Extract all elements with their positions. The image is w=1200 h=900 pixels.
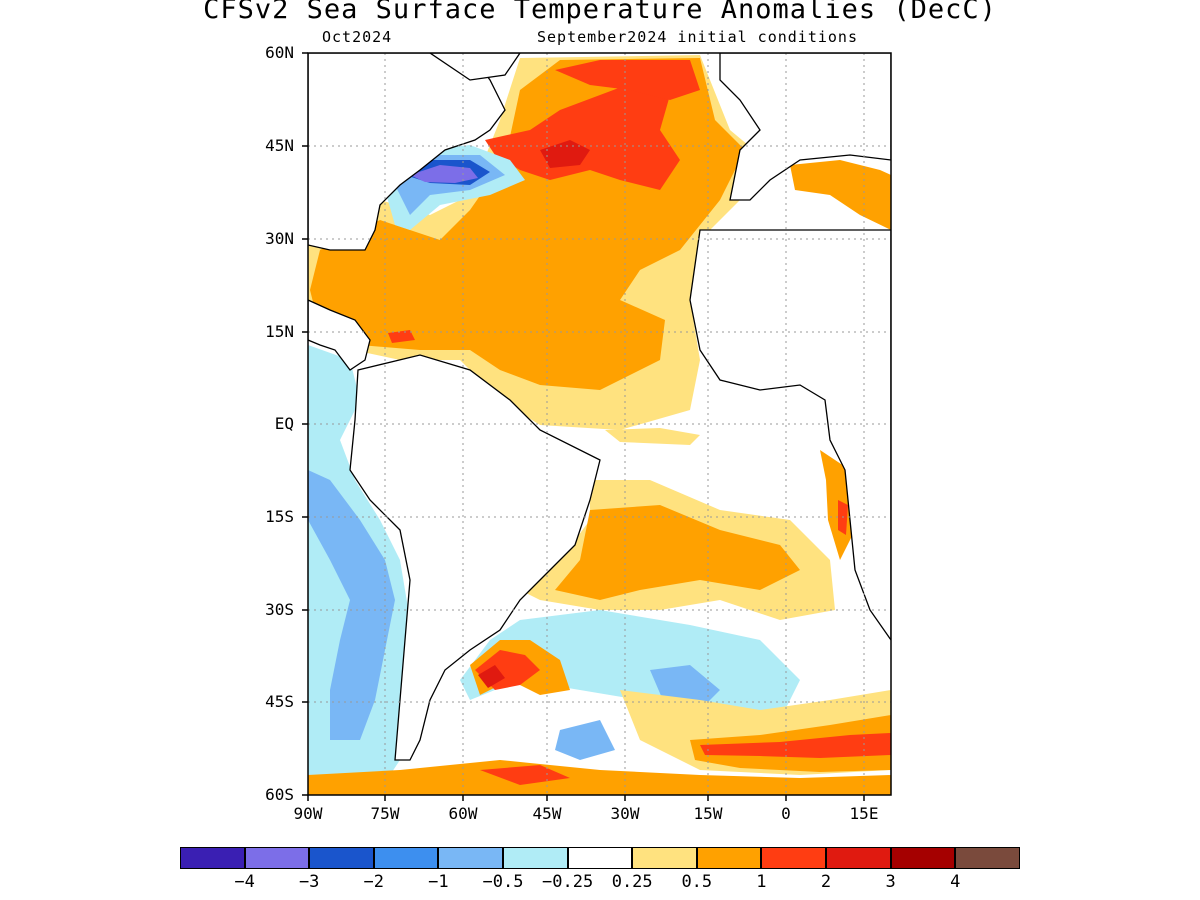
lat-label: EQ bbox=[274, 414, 294, 433]
lon-label: 0 bbox=[781, 804, 791, 823]
lat-label: 60S bbox=[265, 785, 294, 804]
colorbar-swatch bbox=[761, 847, 826, 869]
lon-label: 45W bbox=[532, 804, 562, 823]
warm-region-caribbean bbox=[388, 330, 415, 343]
lon-label: 30W bbox=[610, 804, 640, 823]
cold-patch-northwest-deep bbox=[410, 165, 478, 183]
lon-label: 15E bbox=[849, 804, 879, 823]
colorbar-label: −1 bbox=[428, 872, 449, 892]
colorbar-label: 1 bbox=[756, 872, 767, 892]
forecast-month: Oct2024 bbox=[322, 28, 393, 46]
grid-lines bbox=[308, 53, 891, 795]
colorbar-swatch bbox=[309, 847, 374, 869]
lon-label: 60W bbox=[448, 804, 478, 823]
colorbar-label: 3 bbox=[885, 872, 896, 892]
land-north-america bbox=[308, 53, 506, 251]
colorbar-swatch bbox=[244, 847, 310, 869]
colorbar-swatch bbox=[373, 847, 439, 869]
lat-label: 45S bbox=[265, 692, 294, 711]
colorbar-label: −4 bbox=[234, 872, 255, 892]
colorbar-swatch bbox=[696, 847, 762, 869]
warm-eddy-deep bbox=[478, 665, 505, 688]
lon-label: 15W bbox=[693, 804, 723, 823]
colorbar-swatch bbox=[826, 847, 891, 869]
lat-label: 45N bbox=[265, 136, 294, 155]
land-greenland-tip bbox=[428, 53, 521, 81]
warm-band-southern-ocean-core bbox=[700, 733, 891, 758]
lat-label: 15N bbox=[265, 322, 294, 341]
colorbar-swatch bbox=[890, 847, 956, 869]
lon-label: 90W bbox=[293, 804, 323, 823]
colorbar-label: 0.5 bbox=[681, 872, 713, 892]
colorbar-label: −0.5 bbox=[482, 872, 524, 892]
initial-conditions: September2024 initial conditions bbox=[537, 28, 858, 46]
warm-region-equatorial bbox=[605, 428, 700, 445]
cold-region-south-atlantic-2 bbox=[555, 720, 615, 760]
warm-region-mediterranean bbox=[790, 160, 891, 230]
colorbar-label: −0.25 bbox=[542, 872, 594, 892]
colorbar-swatch bbox=[180, 847, 245, 869]
lat-label: 60N bbox=[265, 43, 294, 62]
warm-core-north-2 bbox=[555, 60, 700, 100]
lat-label: 30S bbox=[265, 600, 294, 619]
colorbar-label: −2 bbox=[363, 872, 385, 892]
anomaly-field bbox=[308, 53, 891, 795]
map-title: CFSv2 Sea Surface Temperature Anomalies … bbox=[203, 0, 997, 25]
colorbar-swatch bbox=[438, 847, 503, 869]
colorbar-swatch bbox=[955, 847, 1020, 869]
lat-label: 15S bbox=[265, 507, 294, 526]
colorbar-label: −3 bbox=[298, 872, 320, 892]
colorbar-label: 2 bbox=[820, 872, 832, 892]
colorbar-swatch bbox=[503, 847, 568, 869]
warm-region-south-atlantic-orange bbox=[555, 505, 800, 600]
warm-core-north-dark bbox=[540, 140, 590, 168]
land-europe bbox=[719, 53, 891, 201]
colorbar-label: 4 bbox=[950, 872, 961, 892]
land-central-america bbox=[308, 299, 371, 371]
land-south-america bbox=[349, 354, 601, 761]
cold-region-east-pacific-mid bbox=[308, 470, 395, 740]
warm-core-north bbox=[485, 80, 680, 190]
warm-band-far-south bbox=[308, 760, 891, 795]
colorbar-label: 0.25 bbox=[611, 872, 653, 892]
colorbar-swatch bbox=[567, 847, 633, 869]
tick-marks bbox=[302, 52, 865, 801]
colorbar-swatch bbox=[632, 847, 697, 869]
lon-label: 75W bbox=[370, 804, 400, 823]
lat-label: 30N bbox=[265, 229, 294, 248]
